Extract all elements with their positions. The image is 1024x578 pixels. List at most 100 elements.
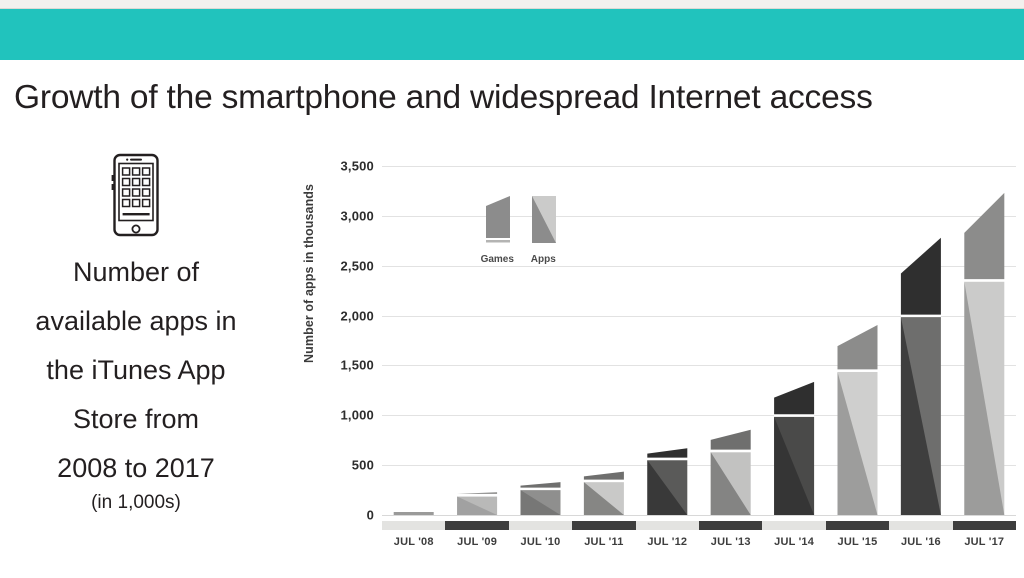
segment-divider xyxy=(520,487,561,491)
x-tick-label: JUL '10 xyxy=(520,536,561,548)
segment-divider xyxy=(710,449,751,453)
games-segment xyxy=(774,381,815,415)
y-tick-label: 3,500 xyxy=(340,158,374,174)
apps-segment-shade xyxy=(647,460,688,515)
bar-7[interactable] xyxy=(837,325,878,515)
teal-header-band xyxy=(0,9,1024,60)
legend-label: Games xyxy=(480,254,514,265)
games-segment xyxy=(900,237,941,315)
y-tick-label: 1,000 xyxy=(340,407,374,423)
y-tick-label: 2,500 xyxy=(340,258,374,274)
x-axis-segment xyxy=(445,521,509,530)
apps-segment xyxy=(393,512,434,515)
apps-segment-shade xyxy=(837,371,878,515)
left-info-panel: Number of available apps in the iTunes A… xyxy=(0,140,272,540)
caption-line-1: available apps in xyxy=(35,306,237,336)
gridline xyxy=(382,315,1016,317)
segment-divider xyxy=(964,279,1005,282)
x-tick-label: JUL '13 xyxy=(710,536,751,548)
games-segment xyxy=(647,448,688,458)
caption-line-4: 2008 to 2017 xyxy=(57,453,215,483)
x-axis-segment xyxy=(635,521,699,530)
apps-segment-shade xyxy=(583,482,624,515)
bar-2[interactable] xyxy=(520,482,561,515)
games-swatch-icon xyxy=(486,196,511,243)
plot-area: 0 500 1,000 1,500 2,000 2,500 3,000 3,500 JUL '… xyxy=(322,148,1016,548)
x-axis-segment xyxy=(382,521,446,530)
games-segment xyxy=(837,325,878,370)
x-axis-segment xyxy=(508,521,573,530)
gridlines xyxy=(382,148,1016,548)
apps-swatch-icon xyxy=(532,196,557,243)
x-tick-label: JUL '09 xyxy=(457,536,498,548)
y-tick-label: 3,000 xyxy=(340,208,374,224)
games-segment xyxy=(520,482,561,488)
y-tick-label: 0 xyxy=(366,507,374,523)
bar-series-svg xyxy=(393,192,1005,515)
y-tick-label: 2,000 xyxy=(340,308,374,324)
x-tick-label: JUL '12 xyxy=(647,536,688,548)
bar-3[interactable] xyxy=(583,471,624,515)
gridline xyxy=(382,365,1016,367)
caption-line-0: Number of xyxy=(72,257,200,287)
gridline xyxy=(382,166,1016,167)
x-axis-segment xyxy=(762,521,826,530)
x-tick-label: JUL '16 xyxy=(900,536,941,548)
bar-8[interactable] xyxy=(900,237,941,515)
left-caption: Number of available apps in the iTunes A… xyxy=(0,248,272,493)
apps-segment-shade xyxy=(774,416,815,515)
bar-6[interactable] xyxy=(774,381,815,515)
caption-line-3: Store from xyxy=(72,404,200,434)
x-tick-label: JUL '15 xyxy=(837,536,878,548)
x-axis-segment xyxy=(952,521,1016,530)
bar-1[interactable] xyxy=(457,492,498,515)
gridline xyxy=(382,515,1016,516)
x-tick-label: JUL '11 xyxy=(584,536,624,548)
segment-divider xyxy=(837,369,878,372)
x-tick-label: JUL '14 xyxy=(774,536,815,548)
bars-layer xyxy=(382,148,1016,548)
apps-segment-shade xyxy=(457,496,498,515)
gridline xyxy=(382,465,1016,467)
apps-bar-chart: Number of apps in thousands 0 500 1,000 1,5… xyxy=(300,148,1016,548)
y-tick-label: 500 xyxy=(351,457,374,473)
segment-divider xyxy=(774,414,815,417)
segment-divider xyxy=(583,479,624,483)
legend-item-games[interactable]: Games xyxy=(480,190,514,265)
bar-5[interactable] xyxy=(710,429,751,515)
x-axis-segment xyxy=(572,521,636,530)
apps-segment-shade xyxy=(520,490,561,515)
gridline xyxy=(382,215,1016,217)
apps-segment-shade xyxy=(710,452,751,515)
apps-segment-shade xyxy=(964,281,1005,515)
games-segment xyxy=(710,429,751,450)
x-axis-labels: JUL '08 JUL '09 JUL '10 JUL '11 JUL '12 JUL '… xyxy=(382,536,1016,554)
caption-line-2: the iTunes App xyxy=(46,355,226,385)
x-axis-segment xyxy=(825,521,890,530)
bar-4[interactable] xyxy=(647,448,688,515)
x-axis-segment xyxy=(699,521,763,530)
x-axis-strip xyxy=(382,521,1016,530)
games-segment xyxy=(457,492,498,495)
x-tick-label: JUL '17 xyxy=(964,536,1005,548)
bar-9[interactable] xyxy=(964,192,1005,515)
segment-divider xyxy=(647,457,688,461)
gridline xyxy=(382,415,1016,417)
y-axis-title: Number of apps in thousands xyxy=(302,183,316,363)
games-segment xyxy=(583,471,624,480)
x-tick-label: JUL '08 xyxy=(393,536,434,548)
smartphone-icon xyxy=(108,153,164,237)
legend-label: Apps xyxy=(530,254,556,265)
y-tick-label: 1,500 xyxy=(340,357,374,373)
games-segment xyxy=(964,192,1005,280)
gridline xyxy=(382,265,1016,267)
apps-segment-shade xyxy=(900,317,941,515)
left-caption-subtitle: (in 1,000s) xyxy=(91,492,181,513)
page-title: Growth of the smartphone and widespread … xyxy=(14,79,873,116)
legend-item-apps[interactable]: Apps xyxy=(526,190,560,265)
x-axis-segment xyxy=(889,521,953,530)
bar-0[interactable] xyxy=(393,512,434,515)
segment-divider xyxy=(900,314,941,318)
y-axis-ticks: 0 500 1,000 1,500 2,000 2,500 3,000 3,500 xyxy=(322,148,374,548)
